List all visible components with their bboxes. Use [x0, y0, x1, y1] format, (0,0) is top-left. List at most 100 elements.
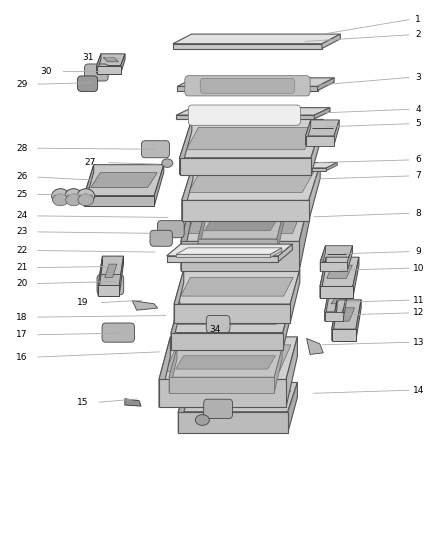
FancyBboxPatch shape [141, 141, 170, 158]
Polygon shape [159, 337, 170, 407]
Polygon shape [174, 269, 184, 323]
Polygon shape [326, 163, 337, 171]
Polygon shape [325, 312, 343, 321]
Text: 25: 25 [16, 190, 28, 199]
Polygon shape [176, 248, 282, 254]
Polygon shape [334, 120, 339, 146]
Text: 9: 9 [415, 247, 421, 256]
Polygon shape [314, 108, 330, 119]
Polygon shape [125, 399, 141, 406]
Polygon shape [198, 211, 205, 255]
Polygon shape [325, 289, 347, 312]
Polygon shape [173, 44, 322, 49]
Ellipse shape [65, 189, 82, 204]
Polygon shape [84, 165, 164, 196]
Text: 18: 18 [16, 313, 28, 321]
Polygon shape [91, 173, 157, 188]
Polygon shape [187, 207, 303, 233]
Ellipse shape [78, 194, 94, 206]
Polygon shape [320, 257, 359, 287]
Text: 17: 17 [16, 330, 28, 339]
Polygon shape [177, 115, 314, 119]
Polygon shape [305, 120, 339, 136]
Text: 3: 3 [415, 73, 421, 82]
Polygon shape [299, 199, 310, 271]
Ellipse shape [162, 159, 173, 167]
Polygon shape [311, 119, 323, 175]
Polygon shape [338, 308, 354, 321]
Ellipse shape [52, 189, 69, 204]
Text: 14: 14 [413, 386, 424, 394]
Polygon shape [331, 297, 341, 304]
Polygon shape [286, 337, 297, 407]
Text: 20: 20 [16, 279, 28, 288]
FancyBboxPatch shape [78, 76, 98, 92]
Text: 5: 5 [415, 119, 421, 128]
Polygon shape [178, 310, 285, 325]
Polygon shape [119, 256, 124, 296]
Polygon shape [169, 348, 282, 377]
Text: 23: 23 [16, 228, 28, 236]
Text: 4: 4 [416, 105, 421, 114]
Polygon shape [343, 289, 347, 321]
Text: 30: 30 [40, 67, 52, 76]
Polygon shape [322, 34, 340, 49]
Polygon shape [171, 333, 283, 350]
Polygon shape [166, 256, 279, 262]
FancyBboxPatch shape [206, 316, 230, 333]
Polygon shape [171, 302, 291, 333]
Polygon shape [96, 54, 125, 66]
FancyBboxPatch shape [102, 323, 134, 342]
Polygon shape [320, 246, 325, 271]
Polygon shape [171, 302, 180, 350]
Polygon shape [180, 119, 192, 175]
Polygon shape [332, 300, 361, 329]
Text: 28: 28 [16, 144, 28, 152]
Polygon shape [159, 337, 297, 379]
Polygon shape [186, 127, 317, 150]
FancyBboxPatch shape [200, 78, 295, 93]
Polygon shape [277, 211, 284, 255]
Polygon shape [320, 262, 347, 271]
FancyBboxPatch shape [85, 64, 108, 81]
Polygon shape [182, 164, 193, 221]
Text: 2: 2 [416, 30, 421, 39]
Polygon shape [84, 196, 154, 206]
Polygon shape [274, 348, 282, 393]
Polygon shape [159, 379, 286, 407]
Polygon shape [180, 158, 311, 175]
Polygon shape [326, 265, 352, 278]
Polygon shape [178, 383, 297, 411]
Polygon shape [154, 165, 164, 206]
Polygon shape [121, 54, 125, 74]
Polygon shape [96, 54, 101, 74]
Polygon shape [176, 356, 276, 369]
Ellipse shape [195, 415, 209, 425]
Polygon shape [98, 256, 102, 296]
Polygon shape [279, 244, 293, 262]
Polygon shape [176, 254, 271, 257]
Polygon shape [243, 168, 326, 171]
Polygon shape [132, 301, 158, 310]
Polygon shape [178, 383, 188, 433]
Text: 29: 29 [16, 80, 28, 88]
Polygon shape [347, 246, 353, 271]
Polygon shape [353, 257, 359, 298]
Text: 11: 11 [413, 296, 424, 304]
Polygon shape [96, 66, 121, 74]
Polygon shape [98, 286, 119, 296]
Ellipse shape [66, 194, 81, 206]
Text: 27: 27 [84, 158, 95, 167]
Polygon shape [178, 411, 288, 433]
Text: 16: 16 [16, 353, 28, 361]
Text: 24: 24 [16, 212, 28, 220]
Polygon shape [198, 211, 284, 239]
Text: 12: 12 [413, 309, 424, 317]
Text: 1: 1 [415, 15, 421, 23]
Polygon shape [177, 108, 330, 115]
Polygon shape [332, 300, 337, 341]
Polygon shape [185, 390, 291, 404]
Text: 6: 6 [415, 156, 421, 164]
Polygon shape [181, 199, 310, 241]
Text: 22: 22 [16, 246, 28, 255]
